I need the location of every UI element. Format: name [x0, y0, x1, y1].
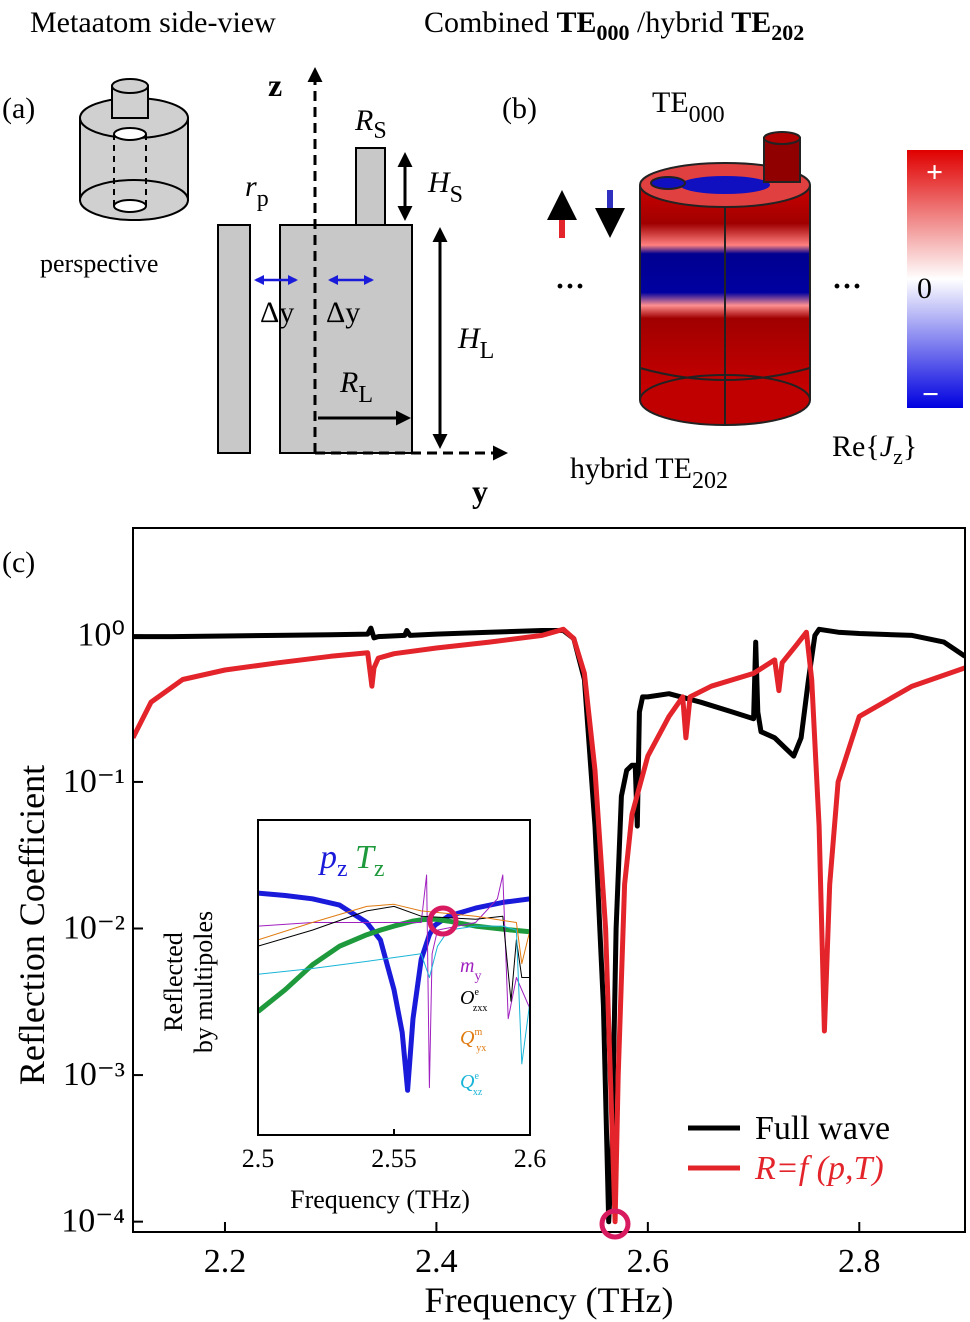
text-part: m	[460, 955, 474, 977]
min-marker	[599, 1208, 631, 1240]
perspective-label: perspective	[40, 249, 158, 278]
colorbar	[907, 150, 963, 408]
text-part: zxx	[473, 1003, 487, 1014]
inset-x-title: Frequency (THz)	[290, 1185, 470, 1214]
series-line	[258, 903, 530, 965]
series-line	[258, 905, 530, 1002]
x-tick-label: 2.2	[204, 1243, 247, 1280]
inset-y-title: by multipoles	[189, 911, 218, 1053]
text-part: z	[374, 856, 385, 882]
x-tick-label: 2.55	[371, 1144, 417, 1173]
main-axes: 2.2 2.4 2.6 2.8 10⁻⁴ 10⁻³ 10⁻² 10⁻¹ 10⁰ Frequency…	[12, 527, 966, 1320]
y-tick-label: 10⁻²	[63, 910, 125, 947]
inset-legend-label: Qm yx	[460, 1027, 486, 1054]
panel-a: Metaatom side-view (a) perspective z y R…	[2, 6, 508, 509]
x-tick-label: 2.5	[242, 1144, 275, 1173]
x-tick-label: 2.6	[627, 1243, 670, 1280]
x-tick-label: 2.6	[514, 1144, 547, 1173]
series-line	[258, 890, 530, 1093]
text-part: p	[318, 839, 337, 876]
panel-b: Combined TE000 /hybrid TE202 (b) TE000 ·…	[424, 6, 963, 494]
rl-label: RL	[339, 366, 373, 408]
text-part: z	[337, 856, 348, 882]
colorbar-label: Re{Jz}	[832, 430, 917, 469]
series-line	[258, 874, 530, 1089]
series-line	[133, 625, 965, 1225]
hs-label: HS	[427, 166, 463, 208]
inset-background	[258, 820, 530, 1135]
rs-label: RS	[354, 104, 387, 144]
y-tick-label: 10⁰	[77, 616, 125, 653]
text-part: e	[474, 987, 479, 998]
panel-a-label: (a)	[2, 92, 35, 125]
legend-label: R=f (p,T)	[754, 1150, 884, 1187]
ellipsis: ···	[832, 270, 862, 303]
text-part: m	[474, 1027, 482, 1038]
text-part: Q	[460, 1071, 475, 1093]
y-label: y	[472, 473, 488, 509]
perspective-icon	[79, 78, 189, 221]
text-part: e	[474, 1071, 479, 1082]
cylinder	[639, 131, 811, 426]
main-plot-area	[133, 625, 965, 1225]
panel-c-label: (c)	[2, 546, 35, 579]
panel-b-title: Combined TE000 /hybrid TE202	[424, 6, 804, 45]
y-tick-label: 10⁻³	[63, 1056, 125, 1093]
dy-label: Δy	[260, 296, 294, 329]
y-tick-label: 10⁻¹	[63, 763, 125, 800]
inset-legend-label: Qe xz	[460, 1071, 483, 1098]
legend-label: Full wave	[755, 1110, 890, 1147]
top-mode-label: TE000	[652, 86, 725, 128]
y-tick-label: 10⁻⁴	[61, 1203, 125, 1240]
inset-y-title: Reflected	[159, 932, 188, 1032]
plot-frame	[132, 527, 966, 1233]
colorbar-zero: 0	[917, 272, 932, 305]
text-part: T	[355, 839, 376, 876]
x-tick-label: 2.4	[415, 1243, 458, 1280]
inset-legend-label: Oe zxx	[460, 987, 487, 1014]
x-tick-label: 2.8	[838, 1243, 881, 1280]
x-axis-title: Frequency (THz)	[425, 1280, 674, 1320]
rp-label: rp	[245, 170, 269, 212]
colorbar-plus: +	[926, 156, 943, 189]
colorbar-minus: −	[922, 378, 939, 411]
dy-label: Δy	[326, 296, 360, 329]
bottom-mode-label: hybrid TE202	[570, 452, 728, 494]
crossing-marker	[427, 905, 459, 937]
text-part: Q	[460, 1027, 475, 1049]
text-part: xz	[473, 1087, 483, 1098]
y-axis-title: Reflection Coefficient	[12, 765, 52, 1085]
hl-label: HL	[457, 322, 494, 364]
inset-axes: 2.5 2.55 2.6 Frequency (THz) Reflected by mul…	[159, 819, 547, 1214]
text-part: y	[474, 969, 481, 984]
side-view	[217, 147, 413, 454]
inset-legend-label: Tz	[355, 839, 384, 882]
z-label: z	[268, 67, 282, 103]
series-line	[258, 925, 530, 1065]
panel-a-title: Metaatom side-view	[30, 6, 276, 39]
ellipsis: ···	[555, 270, 585, 303]
inset-legend-label: pz	[318, 839, 348, 882]
text-part: yx	[476, 1043, 486, 1054]
series-line	[133, 626, 965, 1225]
panel-b-label: (b)	[502, 92, 537, 125]
inset-legend-label: my	[460, 955, 481, 984]
text-part: O	[460, 987, 474, 1009]
